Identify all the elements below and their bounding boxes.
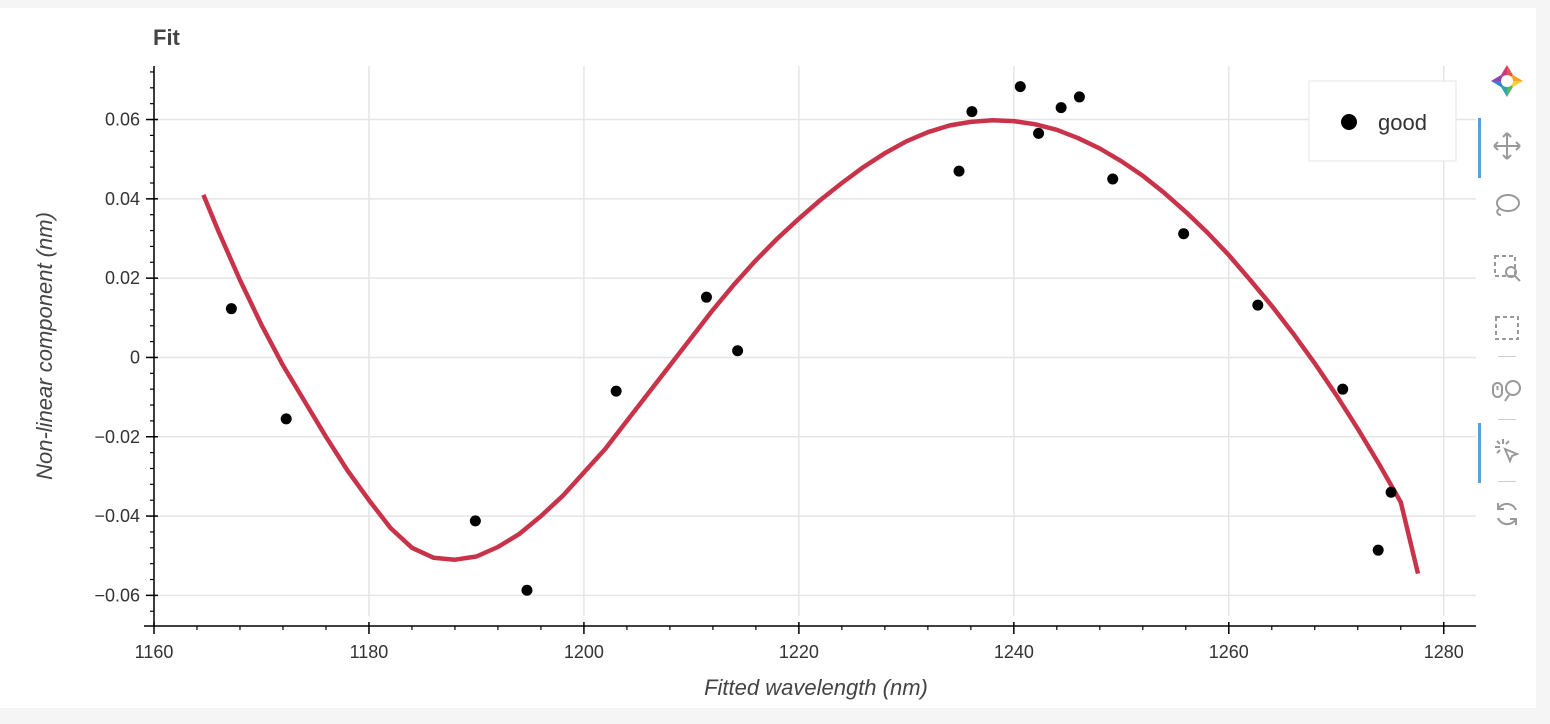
y-axis-label: Non-linear component (nm) bbox=[32, 212, 57, 480]
data-point bbox=[1252, 299, 1264, 311]
data-point bbox=[521, 584, 533, 596]
legend-label: good bbox=[1378, 110, 1427, 135]
legend[interactable]: good bbox=[1308, 80, 1457, 162]
plot-panel: Fit −0.06 −0.04 −0.02 0 0.02 0.04 0.06 1160 118… bbox=[0, 8, 1536, 708]
series-layer bbox=[201, 81, 1421, 596]
data-point bbox=[1073, 91, 1085, 103]
wheel-zoom-button[interactable] bbox=[1478, 370, 1536, 414]
y-axis: −0.06 −0.04 −0.02 0 0.02 0.04 0.06 bbox=[94, 66, 158, 626]
chart-title: Fit bbox=[153, 25, 181, 50]
data-point bbox=[1372, 544, 1384, 556]
x-tick-label: 1180 bbox=[350, 642, 389, 662]
box-zoom-icon bbox=[1491, 252, 1523, 289]
reset-icon bbox=[1491, 498, 1523, 535]
data-point bbox=[1107, 173, 1119, 185]
wheel-zoom-icon bbox=[1490, 374, 1524, 411]
x-tick-label: 1280 bbox=[1424, 642, 1464, 662]
fit-line bbox=[201, 118, 1421, 575]
y-tick-label: −0.06 bbox=[94, 585, 140, 605]
data-point bbox=[953, 165, 965, 177]
data-point bbox=[1014, 81, 1026, 93]
x-axis: 1160 1180 1200 1220 1240 1260 1280 bbox=[135, 622, 1476, 662]
pan-tool-button[interactable] bbox=[1478, 118, 1536, 178]
y-tick-label: 0.06 bbox=[105, 110, 140, 130]
y-tick-label: −0.02 bbox=[94, 427, 140, 447]
data-point bbox=[610, 385, 622, 397]
data-point bbox=[732, 345, 744, 357]
y-tick-label: −0.04 bbox=[94, 506, 140, 526]
tap-tool-icon bbox=[1491, 435, 1523, 472]
x-tick-label: 1220 bbox=[779, 642, 819, 662]
chart[interactable]: Fit −0.06 −0.04 −0.02 0 0.02 0.04 0.06 1160 118… bbox=[0, 8, 1478, 708]
box-select-icon bbox=[1491, 312, 1523, 349]
data-point bbox=[966, 106, 978, 118]
legend-box bbox=[1308, 80, 1457, 162]
data-point bbox=[280, 413, 292, 425]
tap-tool-button[interactable] bbox=[1478, 423, 1536, 483]
y-tick-label: 0.04 bbox=[105, 189, 140, 209]
legend-marker bbox=[1341, 114, 1357, 130]
x-tick-label: 1200 bbox=[564, 642, 604, 662]
data-point bbox=[1337, 383, 1349, 395]
data-point bbox=[1385, 486, 1397, 498]
pan-tool-icon bbox=[1491, 130, 1523, 167]
data-point bbox=[1055, 102, 1067, 114]
box-select-button[interactable] bbox=[1478, 308, 1536, 352]
lasso-select-icon bbox=[1491, 190, 1523, 227]
data-point bbox=[469, 515, 481, 527]
toolbar bbox=[1478, 56, 1536, 556]
data-point bbox=[1033, 127, 1045, 139]
reset-button[interactable] bbox=[1478, 494, 1536, 538]
toolbar-separator bbox=[1498, 419, 1516, 420]
data-point bbox=[1178, 228, 1190, 240]
x-tick-label: 1260 bbox=[1209, 642, 1249, 662]
box-zoom-button[interactable] bbox=[1478, 248, 1536, 292]
bokeh-logo-icon bbox=[1487, 61, 1527, 106]
lasso-select-button[interactable] bbox=[1478, 186, 1536, 230]
x-tick-label: 1160 bbox=[135, 642, 174, 662]
data-point bbox=[700, 291, 712, 303]
grid bbox=[153, 66, 1476, 616]
data-point bbox=[225, 303, 237, 315]
x-axis-label: Fitted wavelength (nm) bbox=[704, 675, 928, 700]
bokeh-logo-button[interactable] bbox=[1478, 61, 1536, 105]
y-tick-label: 0.02 bbox=[105, 268, 140, 288]
toolbar-separator bbox=[1498, 356, 1516, 357]
toolbar-separator bbox=[1498, 481, 1516, 482]
x-tick-label: 1240 bbox=[994, 642, 1034, 662]
y-tick-label: 0 bbox=[130, 347, 140, 367]
